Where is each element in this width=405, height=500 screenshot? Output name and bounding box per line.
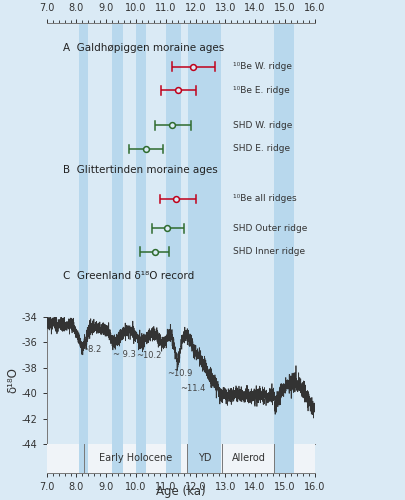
Text: C  Greenland δ¹⁸O record: C Greenland δ¹⁸O record [63, 271, 194, 281]
Text: ~8.2: ~8.2 [81, 344, 101, 354]
Text: SHD W. ridge: SHD W. ridge [232, 121, 292, 130]
Text: ¹⁰Be W. ridge: ¹⁰Be W. ridge [232, 62, 291, 71]
Bar [112, 22, 122, 316]
Text: A  Galdhøpiggen moraine ages: A Galdhøpiggen moraine ages [63, 43, 224, 53]
Text: B  Glittertinden moraine ages: B Glittertinden moraine ages [63, 165, 217, 175]
Text: ¹⁰Be E. ridge: ¹⁰Be E. ridge [232, 86, 289, 94]
Bar [274, 316, 293, 444]
Bar [112, 316, 122, 444]
Text: Early Holocene: Early Holocene [98, 454, 171, 464]
Text: SHD Outer ridge: SHD Outer ridge [232, 224, 307, 233]
Bar [112, 444, 122, 472]
Text: SHD E. ridge: SHD E. ridge [232, 144, 289, 154]
Text: ¹⁰Be all ridges: ¹⁰Be all ridges [232, 194, 296, 203]
Text: ~10.2: ~10.2 [136, 351, 162, 360]
Bar [136, 316, 146, 444]
Bar [274, 22, 293, 316]
Bar [165, 444, 180, 472]
Bar [165, 316, 180, 444]
Bar [79, 22, 88, 316]
Bar [188, 22, 220, 316]
Text: Age (ka): Age (ka) [156, 485, 205, 498]
Y-axis label: δ¹⁸O: δ¹⁸O [6, 368, 19, 394]
Text: ~11.4: ~11.4 [180, 384, 205, 394]
Bar [188, 316, 220, 444]
Text: YD: YD [197, 454, 211, 464]
Bar [274, 444, 293, 472]
Bar [79, 444, 88, 472]
Bar [79, 316, 88, 444]
Bar [188, 444, 220, 472]
Bar [136, 444, 146, 472]
Text: ~10.9: ~10.9 [167, 369, 192, 378]
Text: SHD Inner ridge: SHD Inner ridge [232, 248, 304, 256]
Bar [136, 22, 146, 316]
Text: ~ 9.3: ~ 9.3 [113, 350, 135, 359]
Bar [165, 22, 180, 316]
Text: Allerod: Allerod [231, 454, 265, 464]
